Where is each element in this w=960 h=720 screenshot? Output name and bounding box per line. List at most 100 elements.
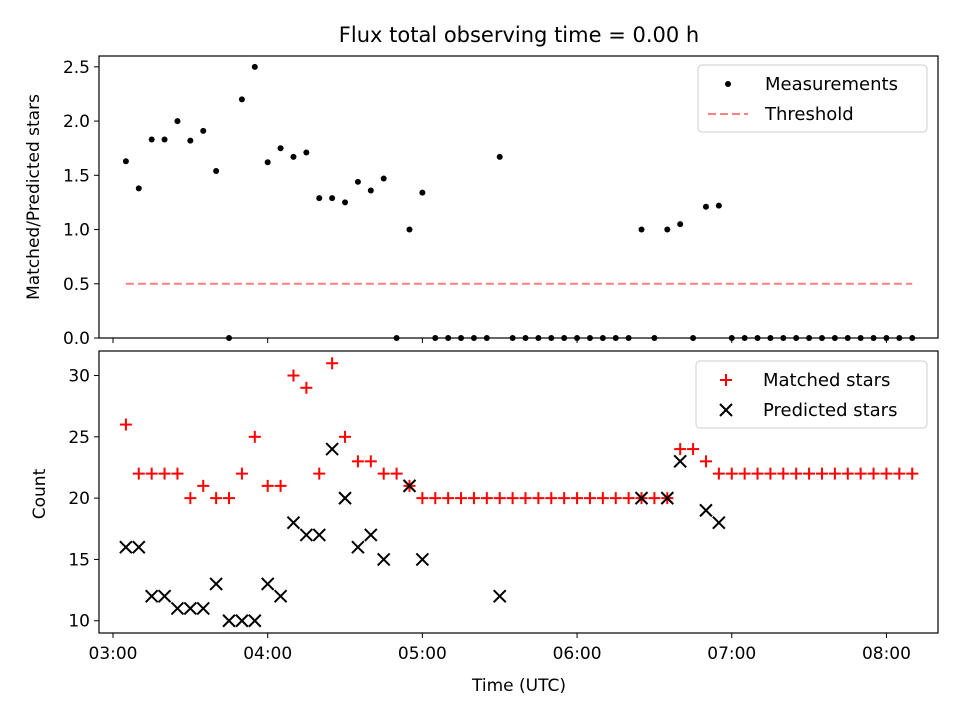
matched-star-marker [841, 467, 854, 480]
matched-star-marker [815, 467, 828, 480]
legend-predicted-marker [719, 403, 733, 417]
matched-star-marker [132, 467, 145, 480]
measurement-point [702, 203, 709, 210]
matched-star-marker [699, 455, 712, 468]
matched-star-marker [158, 467, 171, 480]
predicted-star-marker [712, 515, 726, 530]
matched-star-marker [738, 467, 751, 480]
bottom-axes-frame [98, 350, 939, 634]
predicted-star-marker [351, 540, 365, 554]
predicted-star-marker [209, 577, 223, 591]
y-tick-label: 1.0 [63, 221, 90, 241]
matched-star-marker [532, 492, 545, 505]
measurement-point [148, 136, 155, 143]
matched-star-marker [339, 430, 352, 443]
measurement-point [135, 185, 142, 192]
matched-star-marker [197, 479, 210, 492]
predicted-star-marker [273, 589, 288, 603]
matched-star-marker [803, 467, 816, 480]
measurement-point [122, 158, 129, 165]
measurement-point [174, 118, 181, 125]
y-tick-label: 30 [68, 367, 90, 387]
measurement-point [664, 226, 671, 233]
predicted-star-marker [235, 614, 249, 628]
measurement-point [354, 178, 361, 185]
measurement-point [419, 189, 426, 196]
matched-star-marker [828, 467, 841, 480]
bottom-x-ticks: 03:00 04:00 05:00 06:00 07:00 08:00 [89, 633, 911, 664]
legend-threshold-label: Threshold [764, 104, 854, 125]
matched-star-marker [467, 492, 480, 505]
matched-star-marker [854, 467, 867, 480]
y-tick-label: 10 [68, 612, 90, 632]
y-tick-label: 0.0 [63, 329, 90, 349]
matched-star-marker [455, 492, 468, 505]
predicted-star-marker [338, 491, 352, 505]
predicted-star-marker [660, 491, 675, 505]
top-panel: Flux total observing time = 0.00 h Match… [24, 23, 939, 349]
matched-star-marker [558, 492, 571, 505]
measurement-point [367, 187, 374, 194]
matched-star-marker [867, 467, 880, 480]
matched-star-marker [480, 492, 493, 505]
chart-title: Flux total observing time = 0.00 h [339, 23, 699, 47]
matched-star-marker [300, 381, 313, 394]
matched-star-marker [622, 492, 635, 505]
matched-star-marker [893, 467, 906, 480]
predicted-star-marker [493, 589, 507, 603]
measurement-point [213, 167, 220, 174]
bottom-y-axis-label: Count [30, 468, 50, 519]
matched-star-marker [248, 430, 261, 443]
predicted-star-marker [402, 479, 417, 493]
predicted-star-marker [144, 589, 159, 603]
matched-star-marker [377, 467, 390, 480]
matched-star-marker [390, 467, 403, 480]
predicted-star-marker [325, 442, 339, 456]
matched-star-marker [119, 418, 132, 431]
predicted-star-marker [170, 601, 185, 616]
measurement-point [638, 226, 645, 233]
predicted-star-marker [222, 614, 236, 628]
legend-measurements-marker [725, 81, 731, 87]
bottom-legend: Matched stars Predicted stars [695, 360, 928, 429]
matched-star-marker [442, 492, 455, 505]
bottom-plot-area [119, 357, 919, 628]
matched-star-marker [519, 492, 532, 505]
predicted-star-marker [364, 528, 378, 542]
top-x-ticks [112, 338, 887, 343]
matched-star-marker [687, 443, 700, 456]
matched-star-marker [326, 357, 339, 370]
predicted-star-marker [157, 589, 172, 603]
y-tick-label: 2.5 [63, 58, 90, 78]
top-axes-frame [98, 55, 939, 339]
matched-star-marker [145, 467, 158, 480]
y-tick-label: 0.5 [63, 275, 90, 295]
matched-star-marker [364, 455, 377, 468]
predicted-star-marker [119, 540, 133, 554]
measurement-point [303, 149, 310, 156]
x-tick-label: 06:00 [553, 644, 602, 664]
series-predicted-stars [119, 442, 726, 628]
measurement-point [277, 145, 284, 152]
measurement-point [316, 195, 323, 202]
x-tick-label: 03:00 [89, 644, 138, 664]
predicted-star-marker [415, 552, 430, 567]
y-tick-label: 2.0 [63, 112, 90, 132]
x-tick-label: 08:00 [862, 644, 911, 664]
measurement-point [380, 175, 387, 182]
matched-star-marker [210, 492, 223, 505]
predicted-star-marker [312, 528, 326, 542]
matched-star-marker [235, 467, 248, 480]
matched-star-marker [609, 492, 622, 505]
x-tick-label: 05:00 [398, 644, 447, 664]
matched-star-marker [648, 492, 661, 505]
matched-star-marker [493, 492, 506, 505]
bottom-panel: Count Time (UTC) 10 15 20 25 30 03:00 04:00 05… [30, 350, 939, 696]
legend-matched-marker [720, 374, 732, 386]
matched-star-marker [790, 467, 803, 480]
top-y-axis-label: Matched/Predicted stars [24, 94, 44, 300]
predicted-star-marker [260, 577, 275, 591]
measurement-point [264, 159, 271, 166]
predicted-star-marker [196, 601, 210, 616]
matched-star-marker [725, 467, 738, 480]
